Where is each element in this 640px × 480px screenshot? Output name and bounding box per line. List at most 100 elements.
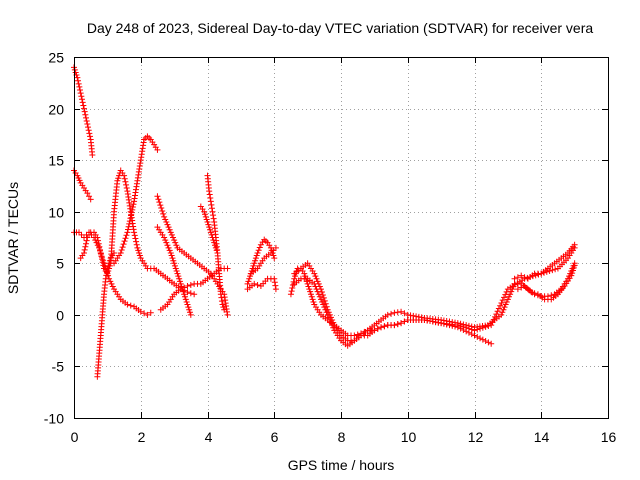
data-point (267, 249, 274, 256)
data-point (248, 268, 255, 275)
data-point (272, 286, 279, 293)
data-point (319, 298, 326, 305)
data-point (221, 306, 228, 313)
data-point (454, 322, 461, 329)
data-point (83, 114, 90, 121)
x-tick-label: 12 (468, 429, 484, 445)
data-point (154, 193, 161, 200)
grid-lines (74, 57, 608, 418)
data-point (187, 311, 194, 318)
data-point (123, 184, 130, 191)
data-point (170, 257, 177, 264)
data-point (460, 323, 467, 330)
data-point (209, 208, 216, 215)
data-point (207, 198, 214, 205)
data-point (502, 301, 509, 308)
data-point (119, 244, 126, 251)
data-point (314, 288, 321, 295)
data-point (384, 311, 391, 318)
data-point (82, 243, 89, 250)
data-point (81, 249, 88, 256)
data-point (531, 290, 538, 297)
data-point (126, 218, 133, 225)
data-point (479, 336, 486, 343)
data-point (315, 291, 322, 298)
data-point (87, 196, 94, 203)
series-track-p (291, 260, 518, 344)
series-track-k (197, 203, 221, 256)
data-point (292, 273, 299, 280)
data-point (291, 275, 298, 282)
data-point (313, 275, 320, 282)
data-point (495, 305, 502, 312)
data-point (104, 270, 111, 277)
data-point (78, 231, 85, 238)
data-point (488, 322, 495, 329)
data-point (105, 268, 112, 275)
data-point (115, 175, 122, 182)
data-point (165, 224, 172, 231)
data-point (255, 247, 262, 254)
data-point (136, 252, 143, 259)
data-point (500, 306, 507, 313)
data-point (182, 296, 189, 303)
data-point (121, 172, 128, 179)
data-point (569, 270, 576, 277)
x-tick-labels: 0 2 4 6 8 10 12 14 16 (71, 429, 617, 445)
data-point (254, 249, 261, 256)
data-point (98, 253, 105, 260)
data-point (131, 229, 138, 236)
data-point (514, 286, 521, 293)
data-point (95, 237, 102, 244)
data-point (325, 314, 332, 321)
data-point (123, 181, 130, 188)
data-point (106, 265, 113, 272)
data-point (100, 262, 107, 269)
data-point (272, 244, 279, 251)
data-point (206, 191, 213, 198)
data-point (320, 301, 327, 308)
data-point (307, 291, 314, 298)
data-point (99, 259, 106, 266)
data-point (270, 252, 277, 259)
data-point (122, 235, 129, 242)
data-point (504, 296, 511, 303)
data-point (78, 93, 85, 100)
data-point (99, 256, 106, 263)
data-point (394, 321, 401, 328)
data-point (493, 311, 500, 318)
data-point (173, 242, 180, 249)
data-point (126, 220, 133, 227)
y-tick-labels: -10 -5 0 5 10 15 20 25 (44, 50, 64, 427)
data-point (161, 213, 168, 220)
data-point (85, 127, 92, 134)
data-point (401, 310, 408, 317)
data-point (404, 311, 411, 318)
data-point (251, 280, 258, 287)
data-point (132, 235, 139, 242)
data-point (505, 293, 512, 300)
data-point (568, 272, 575, 279)
data-point (212, 244, 219, 251)
data-point (86, 193, 93, 200)
data-point (135, 247, 142, 254)
data-point (89, 151, 96, 158)
data-point (427, 318, 433, 325)
data-point (177, 280, 184, 287)
data-point (117, 249, 124, 256)
data-point (180, 288, 187, 295)
x-tick-label: 8 (338, 429, 346, 445)
data-point (75, 80, 82, 87)
data-point (511, 275, 518, 282)
data-point (322, 300, 329, 307)
data-point (201, 208, 208, 215)
data-point (217, 291, 224, 298)
data-point (528, 289, 535, 296)
data-point (130, 201, 137, 208)
data-point (394, 309, 401, 316)
data-point (457, 323, 464, 330)
data-point (552, 266, 559, 273)
y-tick-label: 10 (48, 205, 64, 221)
data-point (244, 280, 251, 287)
data-point (81, 246, 88, 253)
